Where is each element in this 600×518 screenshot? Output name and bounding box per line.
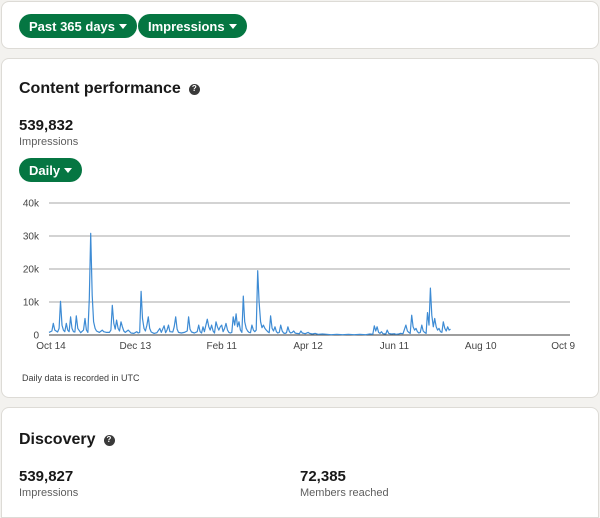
discovery-impressions-label: Impressions	[19, 487, 79, 499]
x-tick-label: Aug 10	[465, 341, 497, 352]
members-reached-value: 72,385	[300, 468, 346, 485]
y-tick-label: 0	[33, 331, 39, 342]
metric-dropdown[interactable]: Impressions	[138, 14, 247, 38]
granularity-dropdown[interactable]: Daily	[19, 158, 83, 182]
help-icon[interactable]: ?	[188, 83, 200, 95]
content-performance-title: Content performance	[19, 80, 181, 97]
total-impressions-label: Impressions	[19, 136, 79, 148]
caret-down-icon	[228, 24, 237, 29]
metric-label: Impressions	[148, 18, 225, 34]
impressions-series-line	[48, 232, 451, 336]
x-tick-label: Apr 12	[293, 341, 323, 352]
y-axis: 0 10k 20k 30k 40k	[23, 199, 40, 342]
discovery-title: Discovery	[19, 431, 96, 448]
caret-down-icon	[119, 24, 128, 29]
discovery-impressions-value: 539,827	[19, 468, 74, 485]
total-impressions-value: 539,832	[19, 117, 74, 134]
granularity-label: Daily	[29, 162, 61, 178]
date-range-dropdown[interactable]: Past 365 days	[19, 14, 138, 38]
date-range-label: Past 365 days	[29, 18, 116, 34]
utc-note: Daily data is recorded in UTC	[22, 373, 140, 383]
content-performance-card: Content performance ? 539,832 Impression…	[1, 58, 599, 398]
x-tick-label: Oct 9	[551, 341, 575, 352]
x-tick-label: Oct 14	[36, 341, 66, 352]
x-tick-label: Dec 13	[120, 341, 152, 352]
x-axis: Oct 14 Dec 13 Feb 11 Apr 12 Jun 11 Aug 10 Oct …	[36, 341, 575, 352]
y-tick-label: 30k	[23, 232, 40, 243]
filter-bar: Past 365 days Impressions	[1, 1, 599, 49]
y-tick-label: 20k	[23, 265, 40, 276]
section-title: Content performance ?	[19, 80, 200, 98]
caret-down-icon	[64, 168, 73, 173]
discovery-card: Discovery ? 539,827 Impressions 72,385 M…	[1, 407, 599, 518]
y-tick-label: 40k	[23, 199, 40, 210]
x-tick-label: Feb 11	[207, 341, 238, 352]
x-tick-label: Jun 11	[380, 341, 410, 352]
help-icon[interactable]: ?	[103, 434, 115, 446]
chart-grid	[49, 202, 570, 336]
members-reached-label: Members reached	[300, 487, 389, 499]
impressions-line-chart: 0 10k 20k 30k 40k Oct 14 Dec 13 Feb 11 Apr 12 Ju…	[23, 199, 576, 353]
y-tick-label: 10k	[23, 298, 40, 309]
section-title: Discovery ?	[19, 431, 115, 449]
